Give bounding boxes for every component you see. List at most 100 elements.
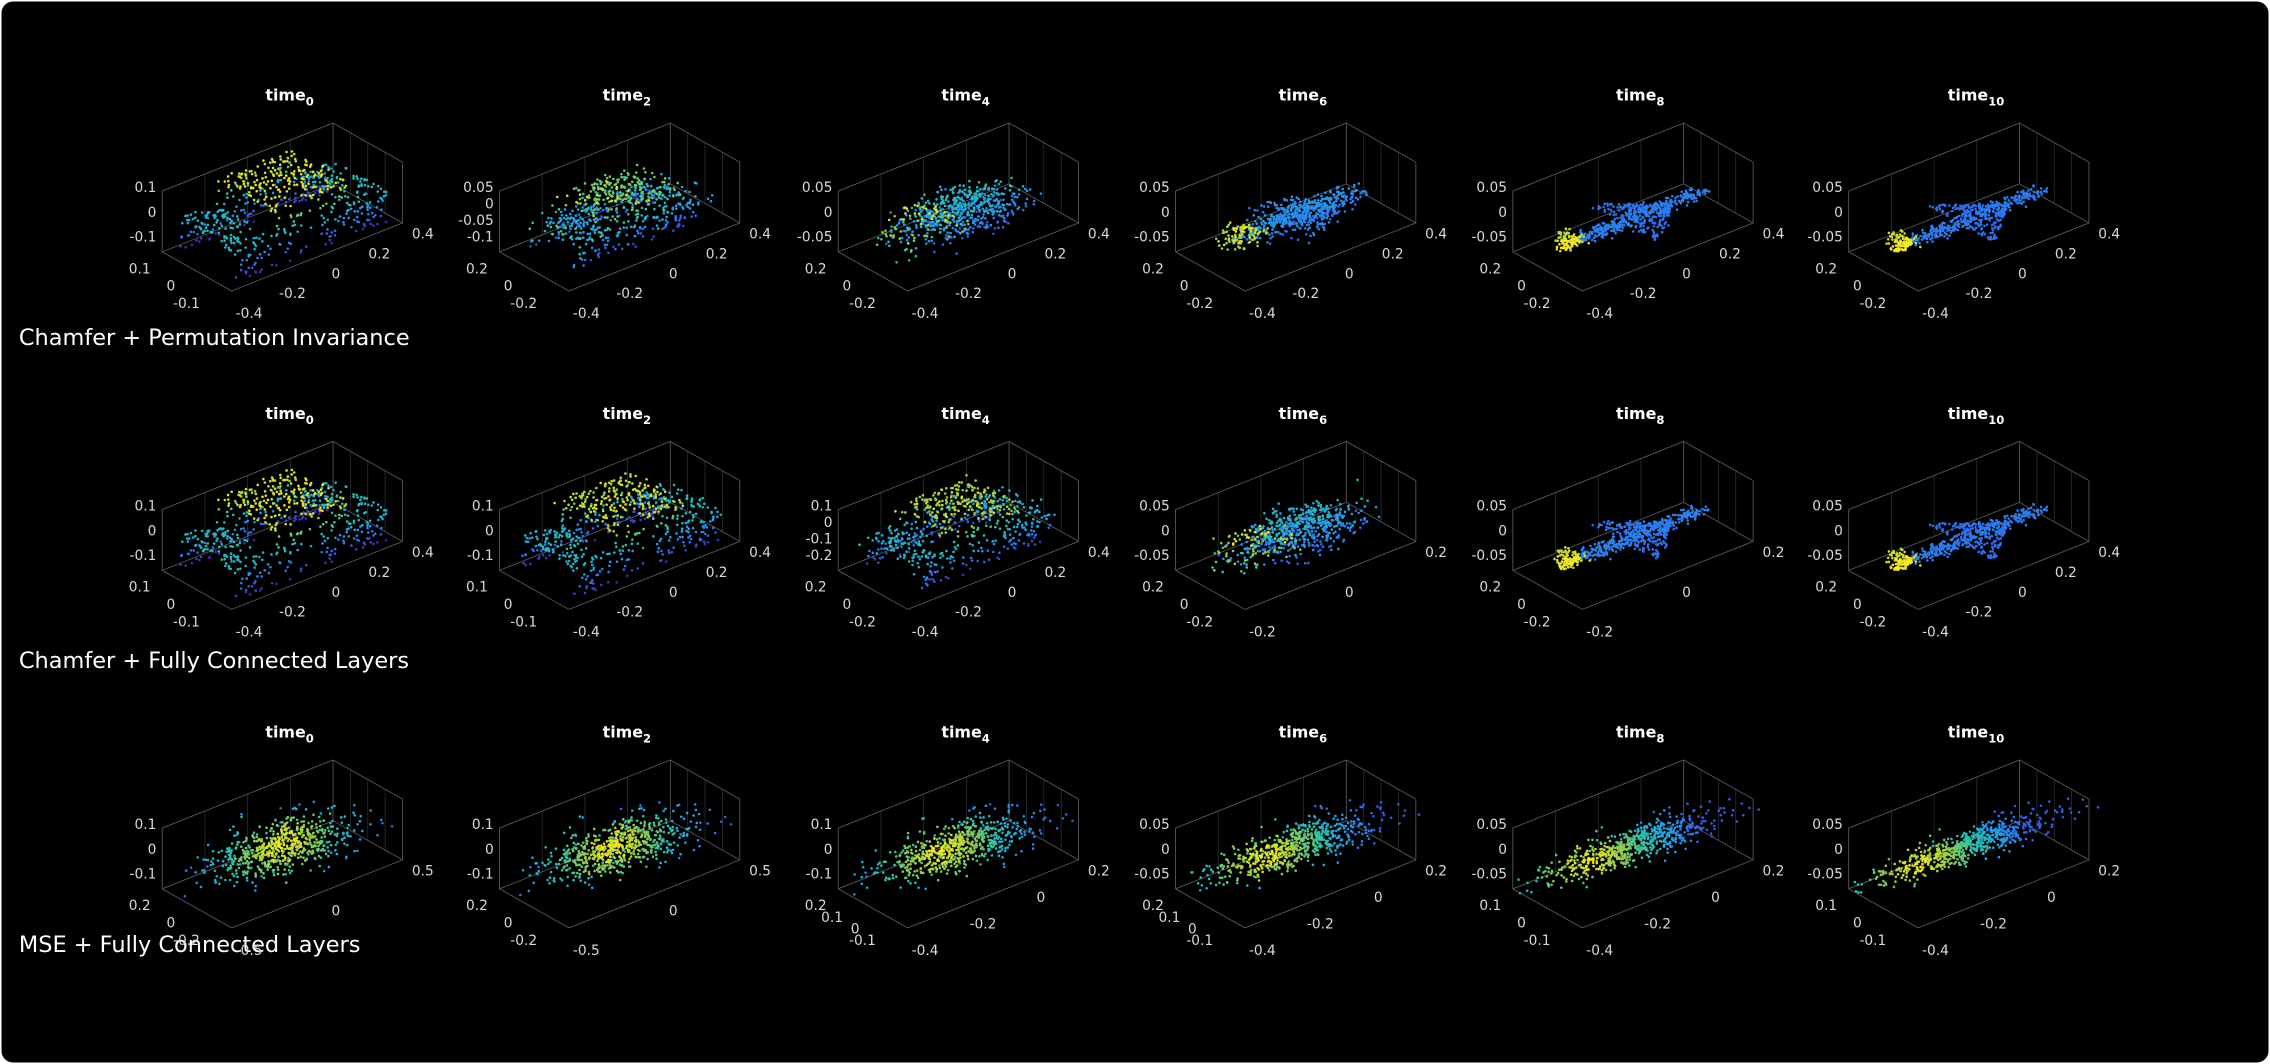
point bbox=[559, 210, 563, 214]
point bbox=[528, 537, 531, 540]
point bbox=[250, 172, 254, 176]
point bbox=[248, 509, 251, 513]
point bbox=[322, 216, 326, 220]
title-text: time bbox=[603, 85, 644, 104]
point bbox=[633, 193, 637, 197]
point bbox=[919, 222, 923, 226]
point bbox=[323, 494, 327, 498]
point bbox=[983, 193, 987, 197]
point bbox=[226, 196, 229, 199]
point bbox=[229, 552, 233, 555]
point bbox=[1667, 203, 1670, 207]
point bbox=[1683, 196, 1687, 200]
point bbox=[339, 177, 342, 181]
point bbox=[1010, 198, 1014, 202]
point bbox=[1973, 228, 1976, 232]
point bbox=[290, 154, 294, 158]
x-tick-label: -0.2 bbox=[955, 286, 982, 302]
point bbox=[227, 564, 231, 568]
point bbox=[1272, 218, 1275, 221]
point bbox=[644, 511, 648, 514]
point bbox=[321, 483, 325, 486]
point bbox=[927, 239, 931, 243]
point bbox=[382, 194, 386, 198]
point bbox=[1561, 242, 1564, 245]
point bbox=[1654, 208, 1658, 212]
point bbox=[1629, 212, 1633, 216]
point bbox=[343, 508, 346, 512]
point bbox=[1558, 243, 1561, 246]
point bbox=[621, 549, 625, 552]
point bbox=[636, 192, 640, 196]
point bbox=[318, 190, 322, 193]
x-tick-label: 0.2 bbox=[368, 565, 390, 581]
point bbox=[1227, 234, 1230, 237]
point bbox=[1269, 214, 1273, 218]
point bbox=[1587, 241, 1590, 245]
point bbox=[226, 211, 230, 214]
point bbox=[914, 254, 918, 258]
point bbox=[360, 183, 363, 186]
x-tick-label: -0.4 bbox=[912, 306, 939, 322]
point bbox=[884, 229, 887, 233]
point bbox=[263, 171, 267, 175]
point bbox=[220, 224, 224, 228]
point bbox=[1964, 203, 1968, 207]
point bbox=[893, 225, 897, 229]
point bbox=[304, 245, 308, 248]
point bbox=[334, 181, 338, 185]
point bbox=[931, 214, 935, 218]
point bbox=[557, 220, 561, 224]
point bbox=[290, 468, 294, 472]
point bbox=[689, 537, 693, 541]
point bbox=[229, 540, 232, 543]
point bbox=[230, 537, 233, 541]
point bbox=[1604, 224, 1607, 227]
point bbox=[1243, 235, 1246, 239]
point bbox=[1617, 203, 1621, 206]
point bbox=[2001, 207, 2005, 210]
point bbox=[256, 483, 260, 487]
point bbox=[269, 488, 273, 492]
point bbox=[269, 565, 272, 569]
point bbox=[700, 530, 703, 534]
point bbox=[1642, 229, 1646, 233]
point bbox=[1976, 212, 1979, 216]
point bbox=[1658, 206, 1661, 210]
point bbox=[582, 209, 586, 212]
point bbox=[262, 181, 266, 184]
point bbox=[269, 528, 273, 531]
point bbox=[318, 503, 322, 507]
x-tick-label: -0.4 bbox=[1249, 306, 1276, 322]
point bbox=[664, 532, 668, 536]
point bbox=[238, 223, 242, 226]
point bbox=[324, 561, 327, 565]
point bbox=[1010, 194, 1014, 198]
point bbox=[318, 180, 322, 184]
point bbox=[276, 201, 280, 205]
point bbox=[252, 220, 256, 223]
point bbox=[564, 226, 567, 230]
point bbox=[232, 241, 236, 245]
point bbox=[345, 520, 349, 523]
point bbox=[1654, 201, 1658, 205]
point bbox=[1636, 216, 1640, 219]
point bbox=[286, 484, 290, 487]
point bbox=[1676, 194, 1680, 198]
point bbox=[673, 188, 676, 192]
point bbox=[566, 220, 570, 224]
point bbox=[1269, 201, 1273, 205]
point bbox=[368, 206, 372, 210]
point bbox=[952, 210, 955, 214]
point bbox=[309, 503, 313, 507]
point bbox=[912, 239, 916, 243]
point bbox=[1640, 209, 1643, 212]
point bbox=[233, 253, 237, 256]
point bbox=[286, 475, 290, 478]
point bbox=[1258, 230, 1262, 233]
point bbox=[382, 508, 386, 512]
point bbox=[319, 506, 322, 509]
point bbox=[1899, 240, 1903, 243]
y-tick-label: 0.1 bbox=[129, 261, 151, 277]
point bbox=[328, 500, 332, 504]
